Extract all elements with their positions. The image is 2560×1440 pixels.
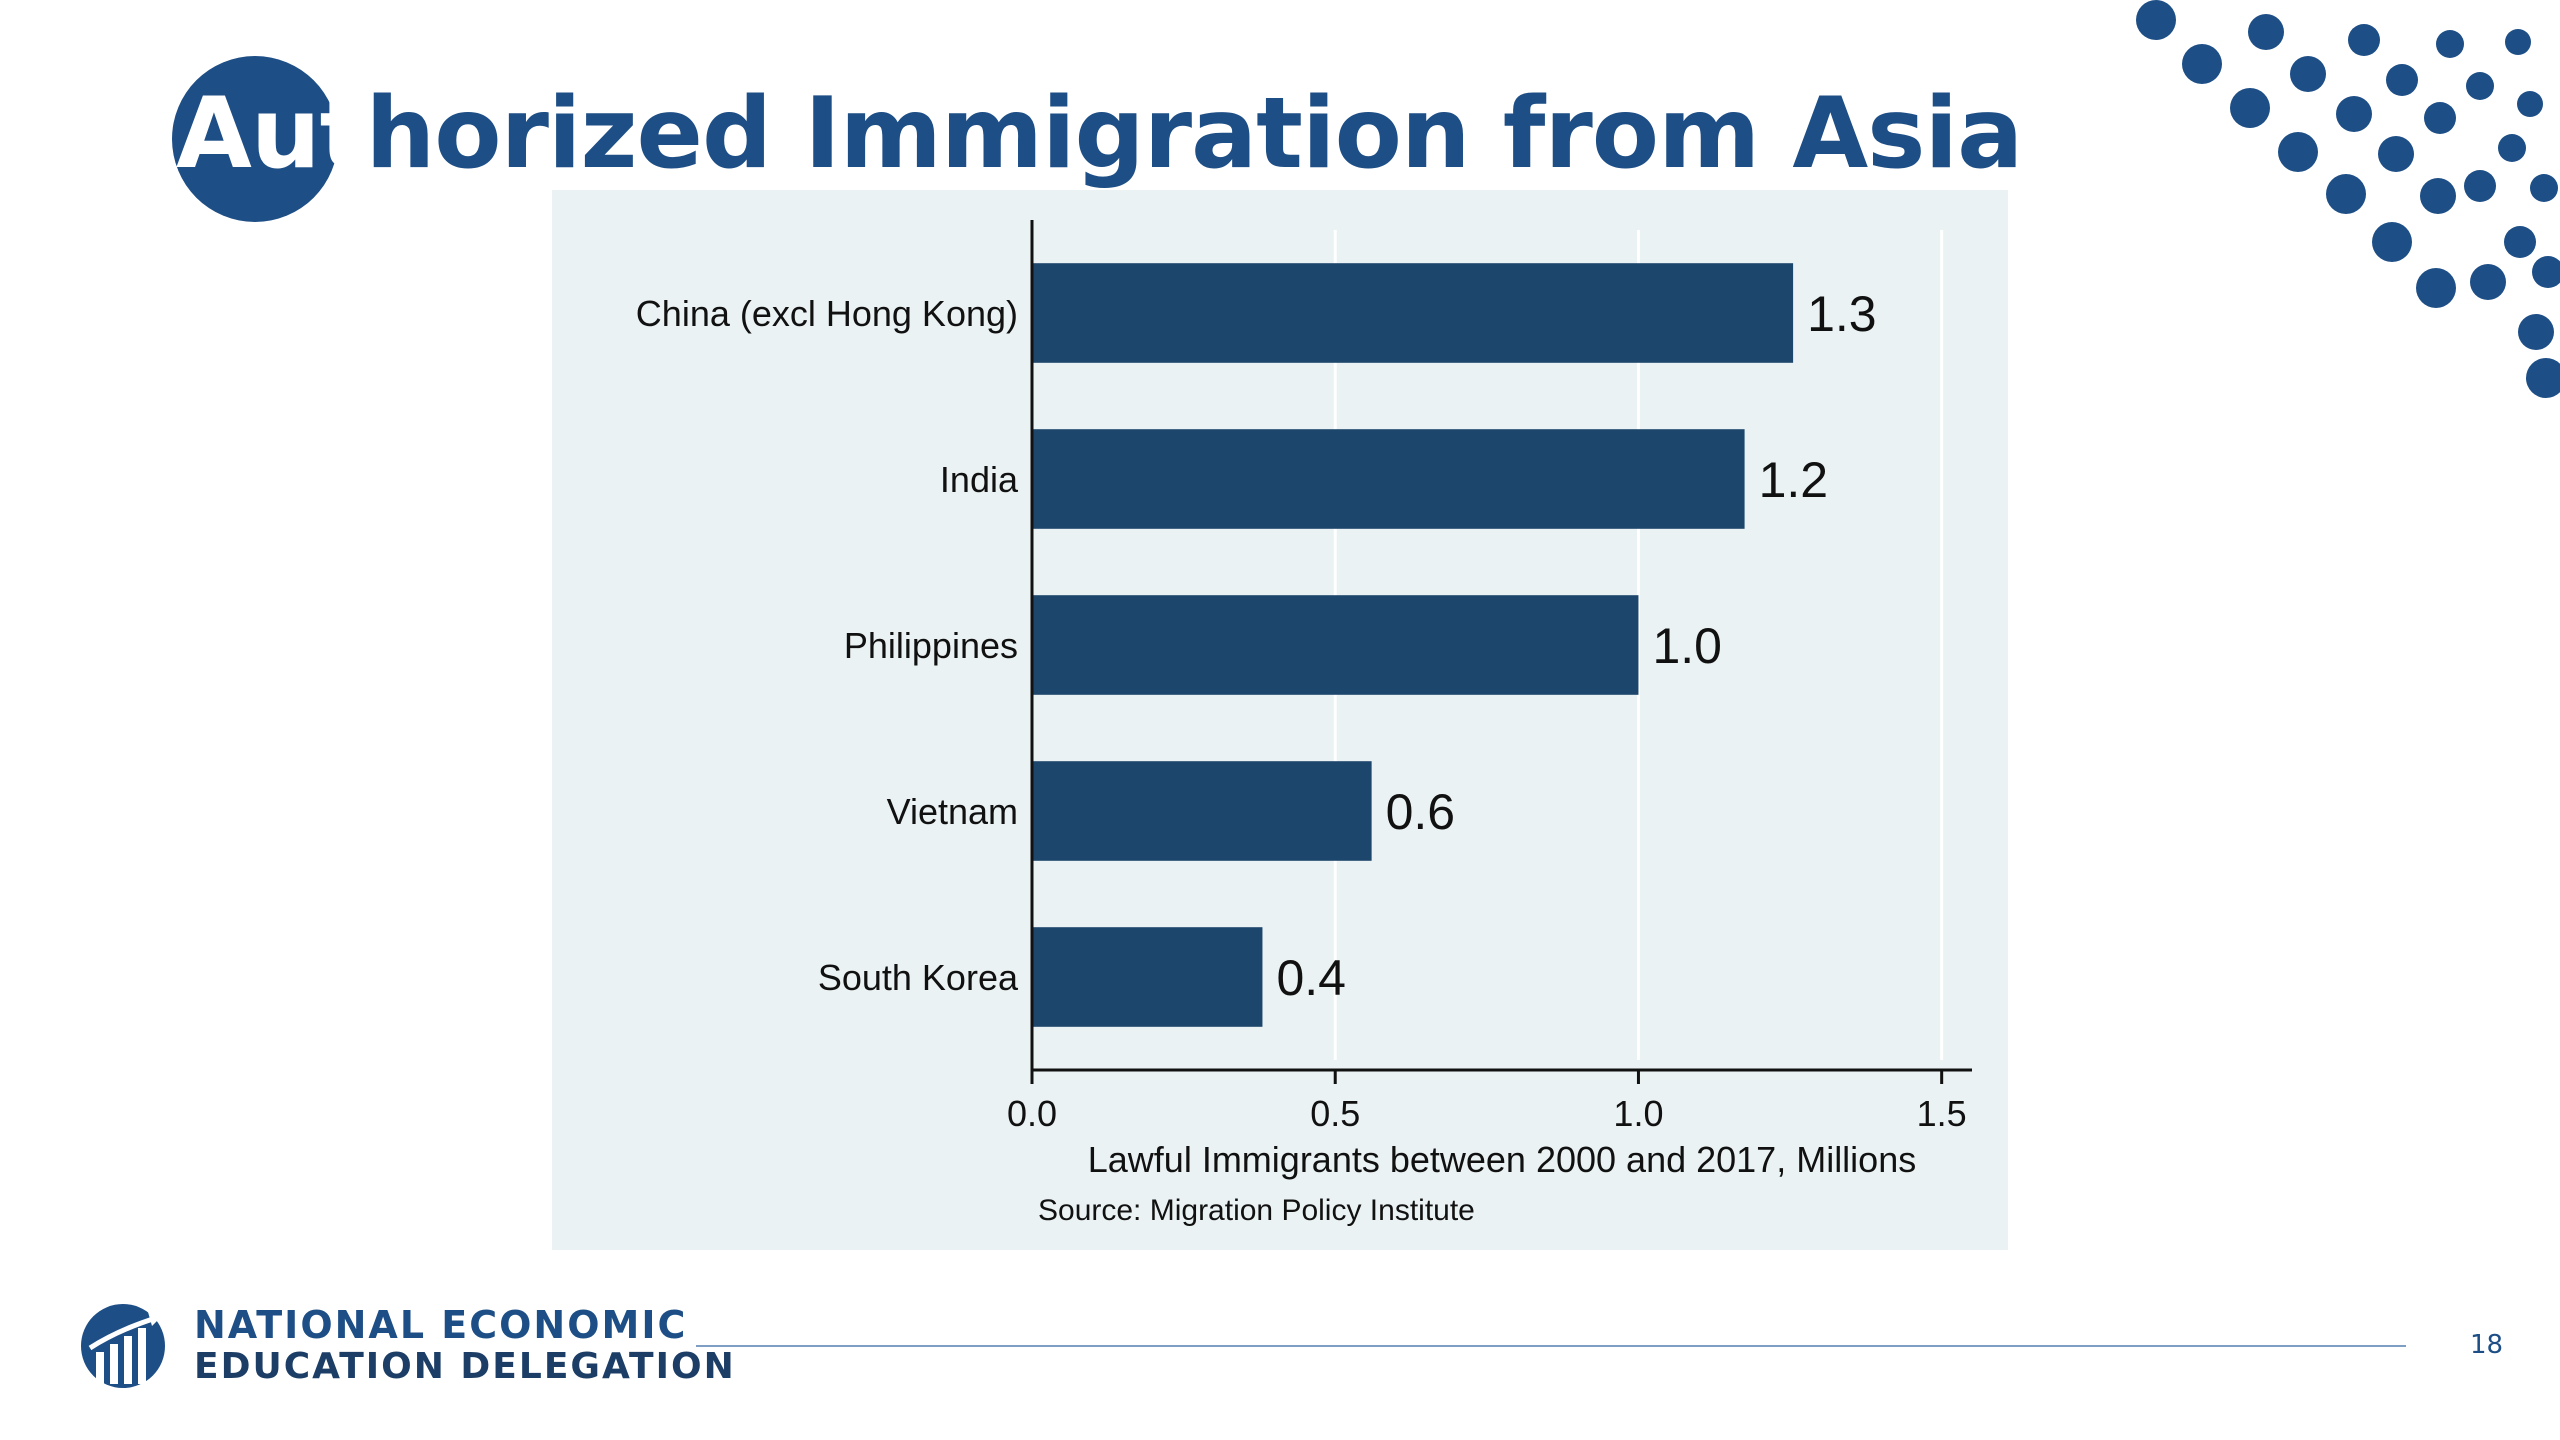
- category-label: Philippines: [844, 625, 1018, 666]
- decorative-dot: [2182, 44, 2222, 84]
- decorative-dot: [2248, 14, 2284, 50]
- footer-divider: [696, 1345, 2406, 1347]
- org-name-line2: EDUCATION DELEGATION: [194, 1346, 736, 1387]
- decorative-dot: [2532, 256, 2560, 288]
- decorative-dot: [2424, 102, 2456, 134]
- decorative-dot: [2336, 96, 2372, 132]
- decorative-dot: [2504, 226, 2536, 258]
- bar: [1032, 429, 1745, 529]
- decorative-dot: [2230, 88, 2270, 128]
- decorative-dot: [2464, 170, 2496, 202]
- decorative-dot-pattern: [2136, 0, 2560, 398]
- bar: [1032, 263, 1794, 363]
- source-note: Source: Migration Policy Institute: [1038, 1194, 1475, 1227]
- decorative-dot: [2505, 29, 2531, 55]
- decorative-dot: [2290, 56, 2326, 92]
- organization-logo: [81, 1304, 165, 1388]
- decorative-dot: [2278, 132, 2318, 172]
- x-tick-label: 1.0: [1613, 1093, 1663, 1134]
- x-tick-label: 0.5: [1310, 1093, 1360, 1134]
- decorative-dot: [2386, 64, 2418, 96]
- x-tick-label: 1.5: [1917, 1093, 1967, 1134]
- decorative-dot: [2420, 178, 2456, 214]
- title-circle-accent: [172, 56, 338, 222]
- decorative-dot: [2416, 268, 2456, 308]
- decorative-dot: [2530, 174, 2558, 202]
- decorative-dot: [2518, 314, 2554, 350]
- data-label: 0.4: [1276, 950, 1346, 1006]
- data-label: 1.3: [1807, 286, 1877, 342]
- decorative-dot: [2378, 136, 2414, 172]
- organization-name: NATIONAL ECONOMIC EDUCATION DELEGATION: [194, 1304, 736, 1388]
- category-label: China (excl Hong Kong): [636, 293, 1018, 334]
- decorative-dot: [2436, 30, 2464, 58]
- data-label: 1.2: [1759, 452, 1829, 508]
- decorative-dot: [2526, 358, 2560, 398]
- slide-title: Authorized Immigration from Asia: [176, 74, 2023, 194]
- x-axis-title: Lawful Immigrants between 2000 and 2017,…: [1088, 1139, 1916, 1180]
- decorative-dot: [2517, 91, 2543, 117]
- decorative-dot: [2498, 134, 2526, 162]
- decorative-dot: [2136, 0, 2176, 40]
- decorative-dot: [2326, 174, 2366, 214]
- category-label: Vietnam: [887, 791, 1018, 832]
- category-label: India: [940, 459, 1019, 500]
- decorative-dot: [2348, 24, 2380, 56]
- decorative-dot: [2372, 222, 2412, 262]
- category-label: South Korea: [818, 957, 1019, 998]
- bar: [1032, 927, 1263, 1027]
- chart-panel: China (excl Hong Kong) 1.3 India 1.2 Philipp…: [552, 190, 2008, 1250]
- title-rest: horized Immigration from Asia: [365, 77, 2023, 191]
- data-label: 1.0: [1652, 618, 1722, 674]
- bar-chart: China (excl Hong Kong) 1.3 India 1.2 Philipp…: [636, 220, 1972, 1227]
- org-name-line1: NATIONAL ECONOMIC: [194, 1303, 688, 1347]
- data-label: 0.6: [1386, 784, 1456, 840]
- title-highlight: Aut: [176, 77, 366, 191]
- bar: [1032, 761, 1372, 861]
- decorative-dot: [2466, 72, 2494, 100]
- page-number: 18: [2470, 1330, 2504, 1360]
- x-tick-label: 0.0: [1007, 1093, 1057, 1134]
- bar: [1032, 595, 1639, 695]
- decorative-dot: [2470, 264, 2506, 300]
